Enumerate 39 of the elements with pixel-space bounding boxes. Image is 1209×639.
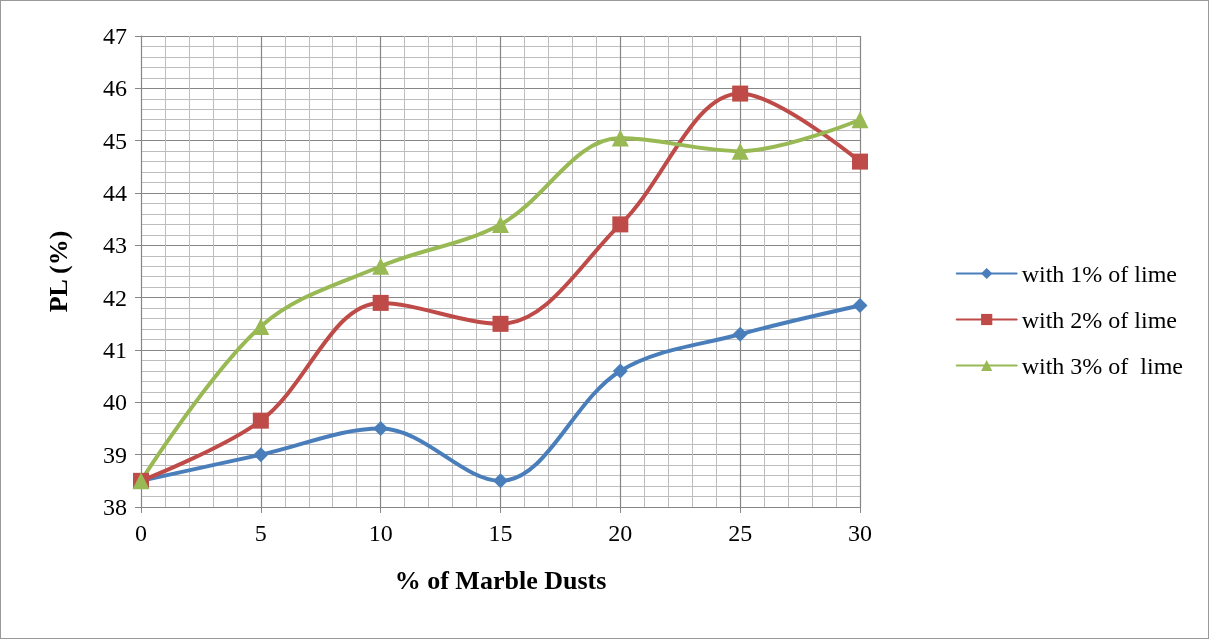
point bbox=[852, 153, 868, 170]
y-tick-label: 41 bbox=[103, 337, 127, 363]
y-tick-label: 46 bbox=[103, 75, 127, 102]
x-tick-label: 20 bbox=[608, 520, 633, 546]
y-tick-label: 47 bbox=[103, 23, 127, 49]
point bbox=[732, 326, 748, 342]
x-tick-label: 30 bbox=[848, 520, 872, 546]
y-tick-label: 40 bbox=[103, 389, 127, 416]
y-tick-label: 42 bbox=[103, 284, 127, 311]
legend-label: with 2% of lime bbox=[1021, 306, 1177, 333]
point bbox=[372, 294, 389, 311]
point bbox=[492, 215, 509, 233]
x-tick-label: 5 bbox=[254, 520, 267, 546]
point bbox=[493, 473, 508, 489]
point bbox=[852, 298, 868, 314]
point bbox=[612, 363, 628, 379]
y-axis-title: PL (%) bbox=[43, 230, 73, 313]
y-tick-label: 43 bbox=[103, 232, 127, 259]
point bbox=[731, 142, 749, 160]
point bbox=[492, 315, 509, 332]
x-axis-title: % of Marble Dusts bbox=[394, 565, 607, 595]
x-tick-label: 0 bbox=[135, 520, 147, 546]
y-tick-label: 44 bbox=[103, 180, 127, 206]
point bbox=[252, 412, 269, 429]
point bbox=[611, 129, 629, 147]
y-tick-label: 45 bbox=[103, 127, 127, 154]
point bbox=[612, 216, 629, 233]
y-tick-label: 39 bbox=[103, 441, 127, 468]
point bbox=[253, 447, 269, 463]
point bbox=[732, 85, 749, 102]
x-tick-label: 15 bbox=[488, 520, 513, 546]
x-tick-label: 25 bbox=[728, 520, 753, 546]
point bbox=[372, 257, 390, 275]
point bbox=[373, 421, 389, 436]
y-tick-label: 38 bbox=[103, 494, 127, 520]
x-tick-label: 10 bbox=[368, 520, 393, 546]
legend-label: with 1% of lime bbox=[1021, 260, 1177, 287]
legend-label: with 3% of lime bbox=[1021, 352, 1183, 379]
point bbox=[851, 111, 869, 129]
